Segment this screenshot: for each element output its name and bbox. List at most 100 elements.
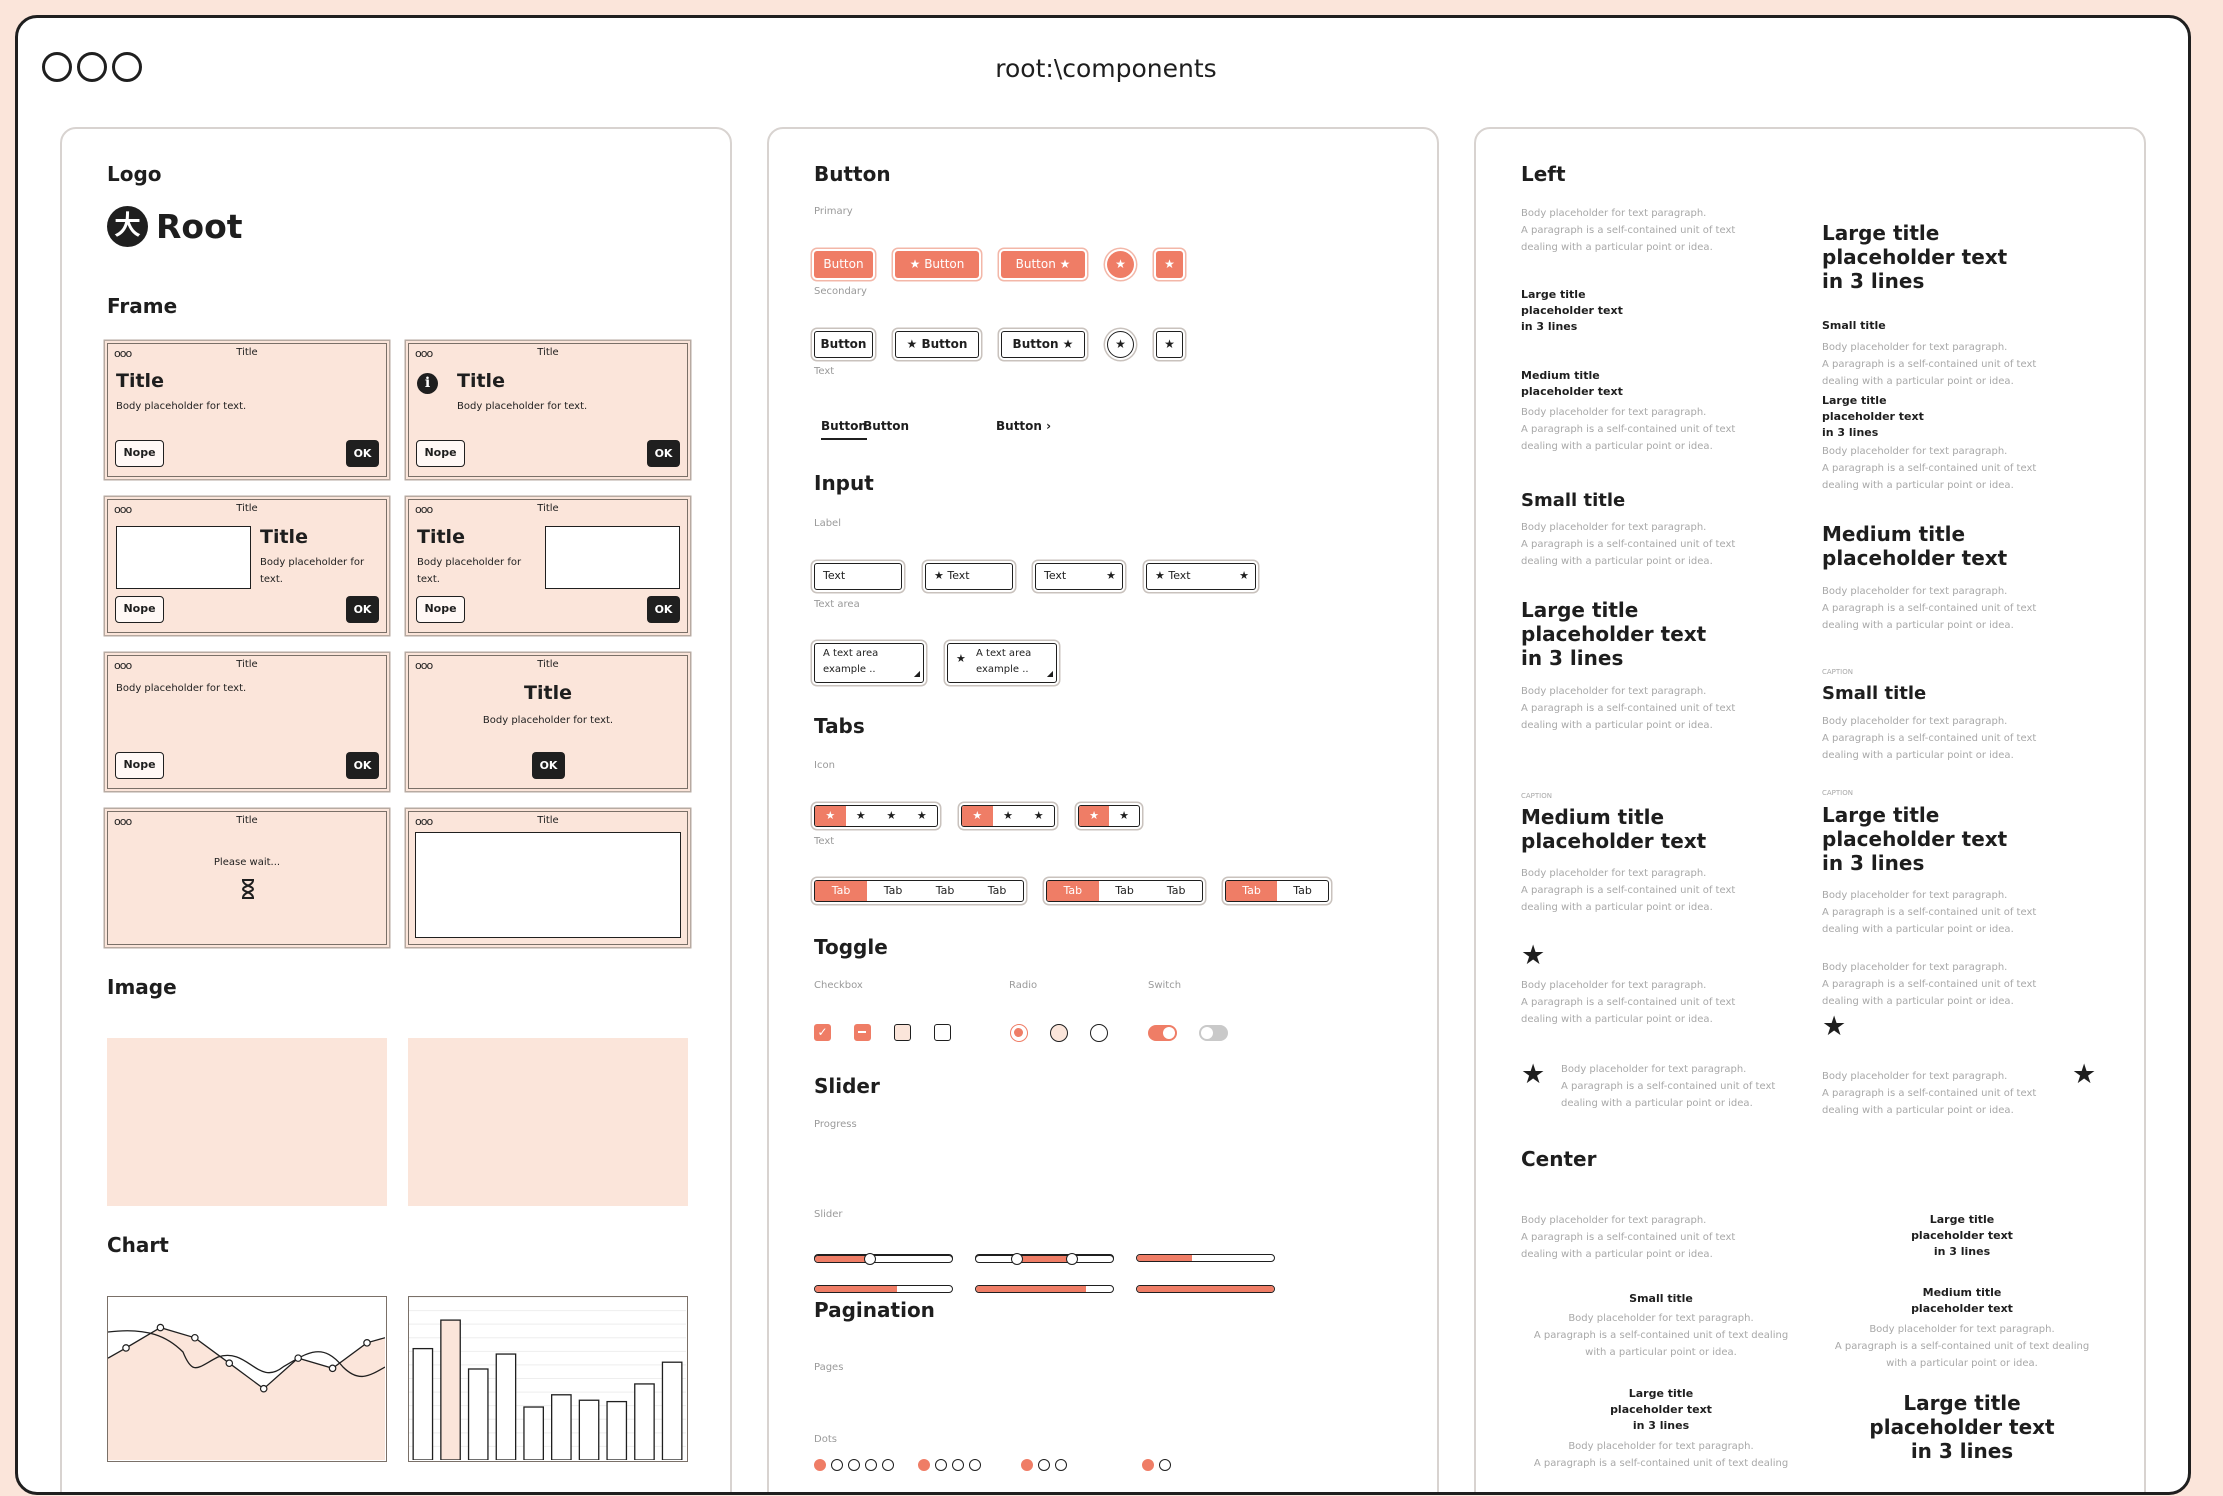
- tab[interactable]: Tab: [1226, 881, 1277, 901]
- primary-icon-button[interactable]: ★: [1156, 251, 1183, 278]
- tab[interactable]: Tab: [1293, 884, 1312, 897]
- maximize-window-button[interactable]: [112, 52, 142, 82]
- secondary-icon-button[interactable]: ★: [1156, 331, 1183, 358]
- tab-star-1[interactable]: ★: [962, 806, 993, 826]
- tab[interactable]: Tab: [987, 884, 1007, 897]
- text-input-icon-both[interactable]: ★ Text ★: [1146, 563, 1256, 590]
- nope-button[interactable]: Nope: [115, 596, 164, 623]
- pager-dot[interactable]: [831, 1459, 843, 1471]
- pagination-area: ◀ 1 2 ... 8 9 ▶ ◀ 1 2 ... 8 9 ▶: [814, 1389, 1414, 1492]
- dialog-body-line: Body placeholder for: [260, 557, 365, 568]
- ok-button[interactable]: OK: [346, 440, 379, 467]
- tab-star-3[interactable]: ★: [1033, 809, 1044, 822]
- tab-star-1[interactable]: ★: [815, 806, 846, 826]
- small-title: Small title: [1822, 683, 1927, 704]
- pager-dot[interactable]: [935, 1459, 947, 1471]
- tab[interactable]: Tab: [1047, 881, 1099, 901]
- text-button-chevron-left[interactable]: › Button: [854, 416, 909, 436]
- pager-dot[interactable]: [952, 1459, 964, 1471]
- star-icon: ★: [956, 652, 966, 665]
- textarea-with-icon[interactable]: ★ A text area example .. ◢: [947, 643, 1057, 683]
- ok-button[interactable]: OK: [346, 596, 379, 623]
- pager-dot-active[interactable]: [1021, 1459, 1033, 1471]
- radio-hover[interactable]: [1050, 1024, 1068, 1042]
- switch-on[interactable]: [1148, 1025, 1177, 1041]
- checkbox-unchecked[interactable]: [934, 1024, 951, 1041]
- ok-button[interactable]: OK: [532, 752, 565, 779]
- body-line: A paragraph is a self-contained unit of …: [1521, 539, 1736, 550]
- pager-dot-active[interactable]: [1142, 1459, 1154, 1471]
- tab-star-1[interactable]: ★: [1079, 806, 1109, 826]
- tab-star-4[interactable]: ★: [916, 809, 927, 822]
- text-button-chevron-right[interactable]: Button ›: [996, 416, 1051, 436]
- range-slider-knob-low[interactable]: [1010, 1253, 1023, 1265]
- body-line: Body placeholder for text paragraph.: [1561, 1064, 1747, 1075]
- content-area: [415, 832, 681, 938]
- range-slider-knob-high[interactable]: [1066, 1253, 1079, 1265]
- pager-dot[interactable]: [1159, 1459, 1171, 1471]
- checkbox-checked[interactable]: ✓: [814, 1024, 831, 1041]
- tab-star-3[interactable]: ★: [886, 809, 897, 822]
- tab[interactable]: Tab: [883, 884, 903, 897]
- text-button[interactable]: Button: [821, 416, 867, 440]
- textarea[interactable]: A text area example .. ◢: [814, 643, 924, 683]
- radio-unselected[interactable]: [1090, 1024, 1108, 1042]
- slider-track[interactable]: [814, 1255, 953, 1263]
- switch-off[interactable]: [1199, 1025, 1228, 1041]
- body-line: Body placeholder for text paragraph.: [1822, 342, 2008, 353]
- tab[interactable]: Tab: [815, 881, 867, 901]
- nope-button[interactable]: Nope: [416, 596, 465, 623]
- tab-star-2[interactable]: ★: [1119, 809, 1129, 822]
- minimize-window-button[interactable]: [77, 52, 107, 82]
- primary-icon-button-round[interactable]: ★: [1107, 251, 1134, 278]
- checkbox-hover[interactable]: [894, 1024, 911, 1041]
- pager-dot[interactable]: [882, 1459, 894, 1471]
- primary-button[interactable]: Button: [814, 251, 873, 278]
- small-large-title-center: Large title placeholder text in 3 lines: [1822, 1212, 2102, 1260]
- tab[interactable]: Tab: [1166, 884, 1186, 897]
- ok-button[interactable]: OK: [346, 752, 379, 779]
- nope-button[interactable]: Nope: [115, 752, 164, 779]
- pager-dot[interactable]: [865, 1459, 877, 1471]
- range-slider-track[interactable]: [975, 1255, 1114, 1263]
- body-line: A paragraph is a self-contained unit of …: [1521, 997, 1736, 1008]
- radio-selected[interactable]: [1010, 1024, 1028, 1042]
- secondary-button-icon-left[interactable]: ★ Button: [895, 331, 979, 358]
- close-window-button[interactable]: [42, 52, 72, 82]
- body-line: Body placeholder for text paragraph.: [1568, 1313, 1754, 1324]
- text-input[interactable]: Text: [814, 563, 902, 590]
- nope-button[interactable]: Nope: [416, 440, 465, 467]
- title-line: Large title: [1903, 1391, 2021, 1415]
- body-paragraph: Body placeholder for text paragraph. A pa…: [1822, 443, 2036, 494]
- body-paragraph-center: Body placeholder for text paragraph. A pa…: [1521, 1438, 1801, 1472]
- secondary-icon-button-round[interactable]: ★: [1107, 331, 1134, 358]
- body-paragraph: Body placeholder for text paragraph. A pa…: [1561, 1061, 1775, 1112]
- slider-knob[interactable]: [863, 1253, 876, 1265]
- pager-dot[interactable]: [1038, 1459, 1050, 1471]
- ok-button[interactable]: OK: [647, 440, 680, 467]
- tab[interactable]: Tab: [935, 884, 955, 897]
- pager-dot-active[interactable]: [918, 1459, 930, 1471]
- pager-dot-active[interactable]: [814, 1459, 826, 1471]
- text-input-icon-left[interactable]: ★ Text: [925, 563, 1013, 590]
- tab-star-2[interactable]: ★: [855, 809, 866, 822]
- frame-title: Title: [236, 659, 258, 670]
- primary-button-icon-left[interactable]: ★ Button: [895, 251, 979, 278]
- ok-button[interactable]: OK: [647, 596, 680, 623]
- checkbox-indeterminate[interactable]: [854, 1024, 871, 1041]
- window-dots-icon: ooo: [114, 347, 132, 360]
- tab[interactable]: Tab: [1115, 884, 1134, 897]
- nope-button[interactable]: Nope: [115, 440, 164, 467]
- text-input-icon-right[interactable]: Text ★: [1035, 563, 1123, 590]
- primary-button-icon-right[interactable]: Button ★: [1001, 251, 1085, 278]
- pager-dot[interactable]: [848, 1459, 860, 1471]
- resize-handle-icon[interactable]: ◢: [1046, 669, 1053, 678]
- secondary-button[interactable]: Button: [814, 331, 873, 358]
- dialog-body-line: Body placeholder for: [417, 557, 522, 568]
- tab-star-2[interactable]: ★: [1003, 809, 1013, 822]
- pager-dot[interactable]: [1055, 1459, 1067, 1471]
- pager-dot[interactable]: [969, 1459, 981, 1471]
- resize-handle-icon[interactable]: ◢: [913, 669, 920, 678]
- secondary-button-icon-right[interactable]: Button ★: [1001, 331, 1085, 358]
- logo-frame-panel: Logo 大 Root Frame ooo Title Title Body p…: [60, 127, 732, 1492]
